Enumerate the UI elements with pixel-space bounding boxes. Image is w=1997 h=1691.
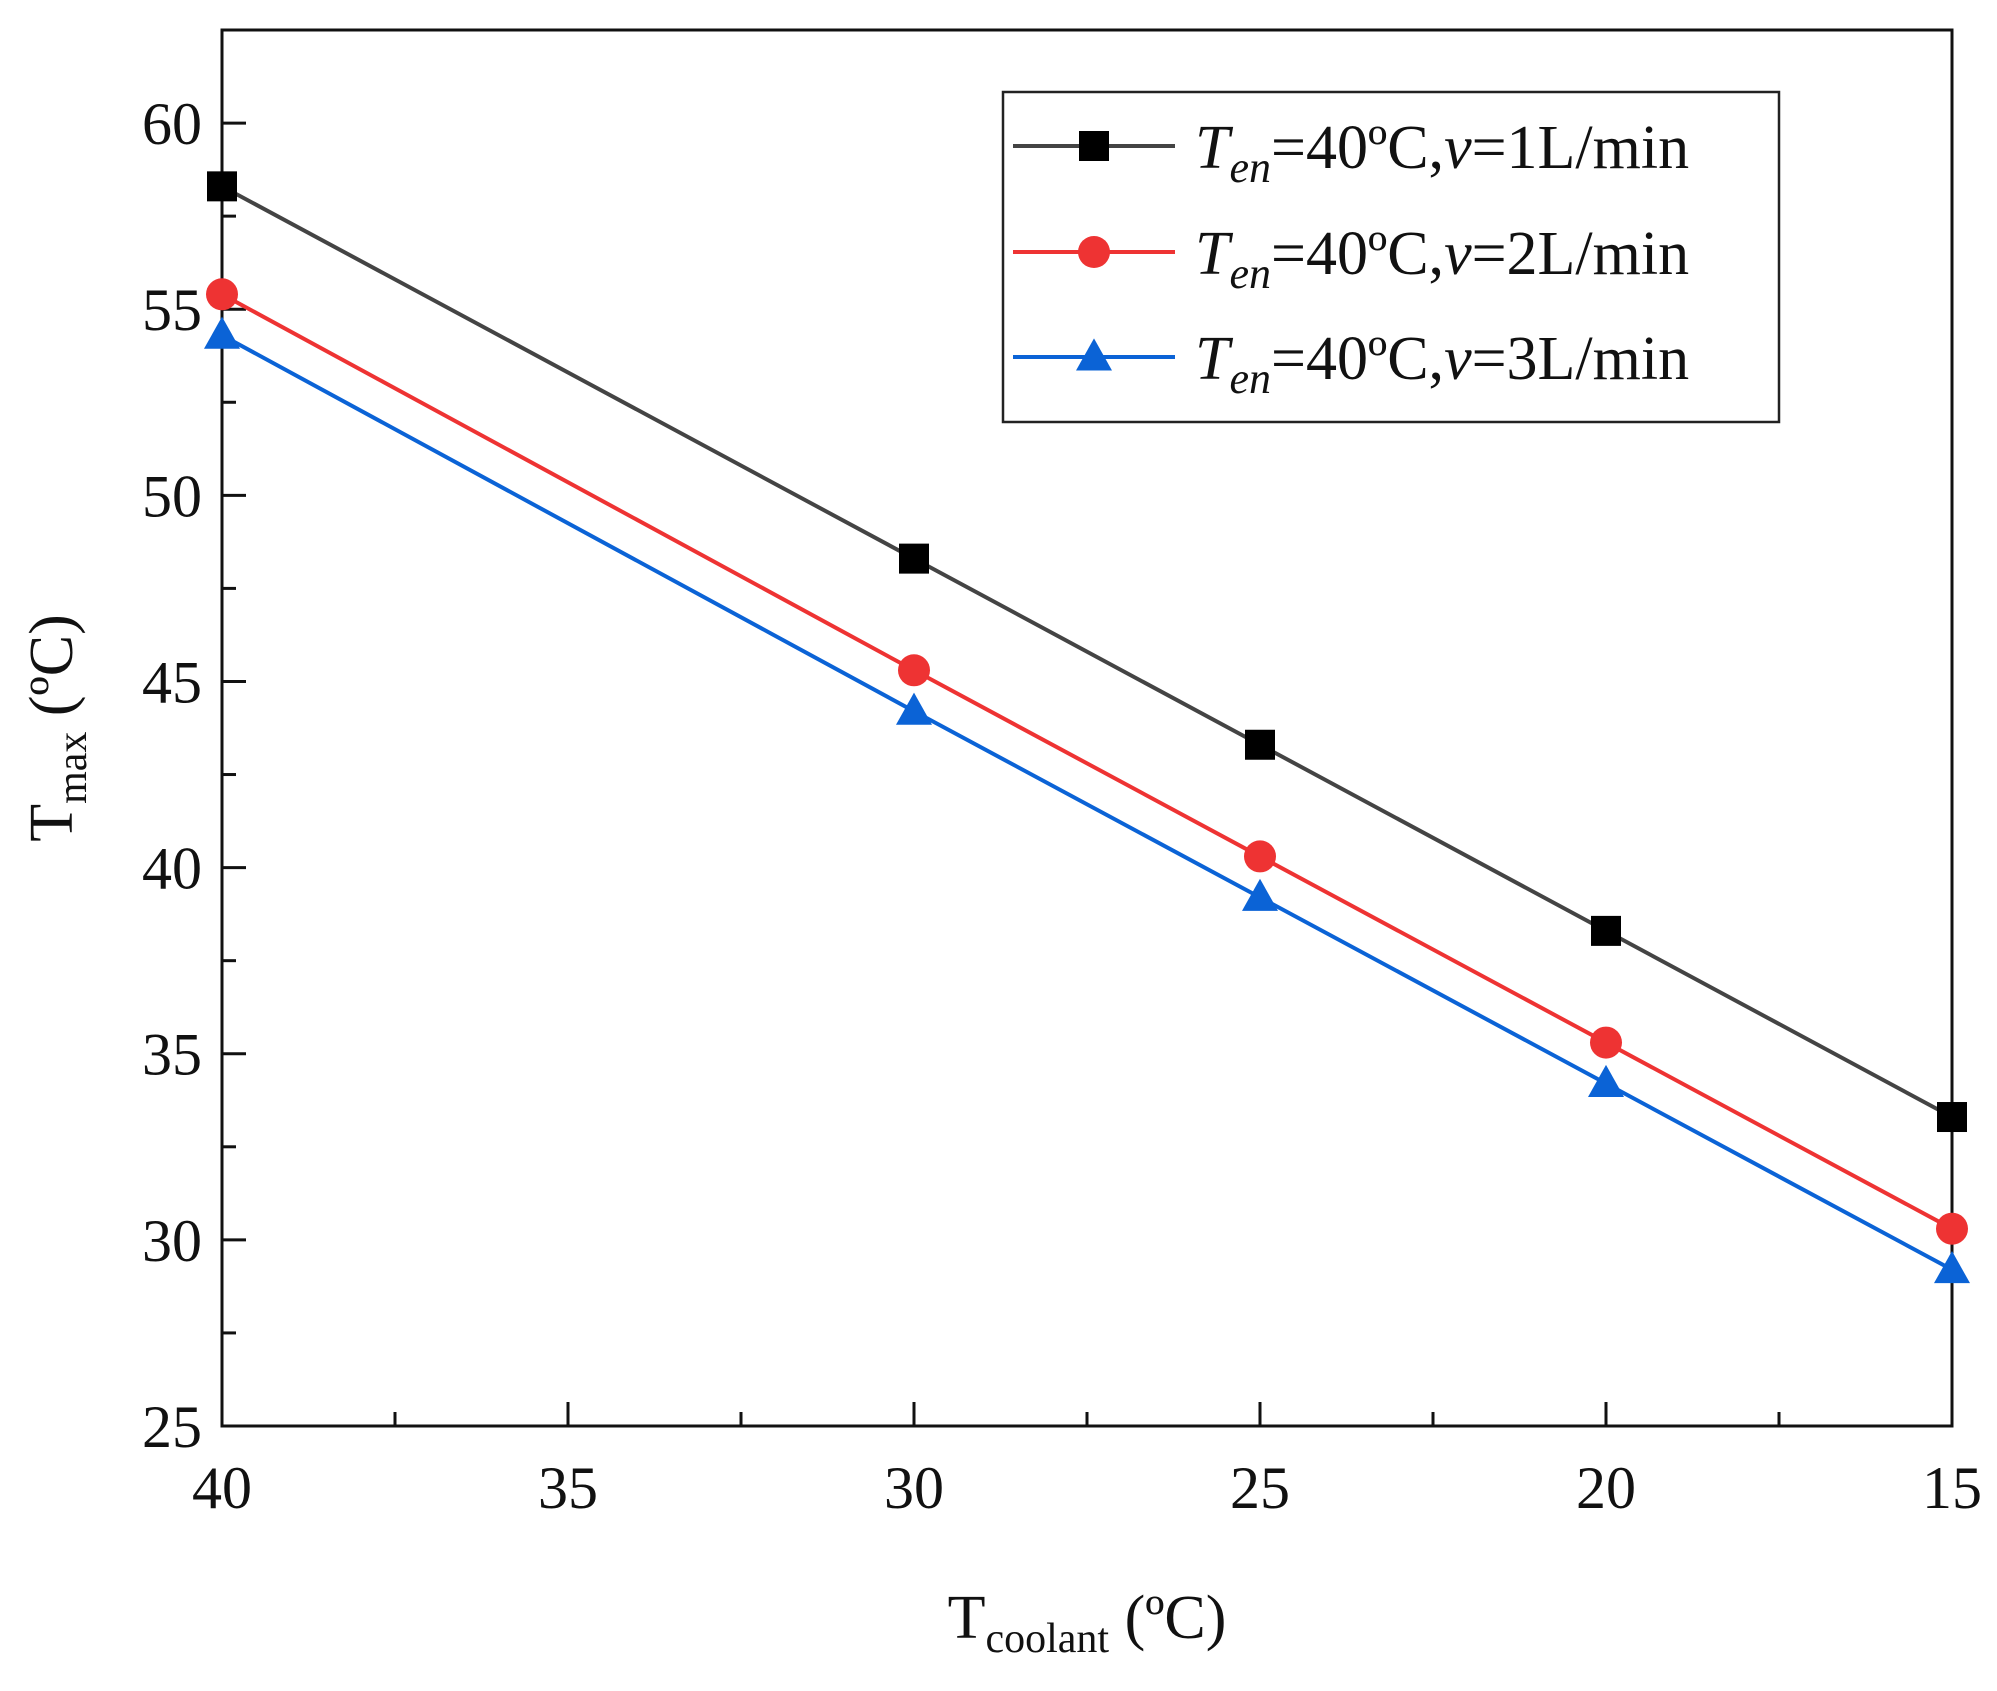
series-1-point-5 bbox=[1937, 1102, 1967, 1133]
series-2-point-4 bbox=[1590, 1026, 1622, 1059]
series-3-line bbox=[221, 333, 1953, 1272]
y-tick-label-55: 55 bbox=[142, 277, 202, 343]
x-axis-title-main: T bbox=[948, 1584, 986, 1652]
series-2-point-2 bbox=[898, 654, 930, 687]
series-2 bbox=[206, 278, 1968, 1245]
series-2-point-1 bbox=[206, 278, 238, 311]
x-tick-label-15: 15 bbox=[1922, 1455, 1982, 1521]
x-axis-title: Tcoolant (ºC) bbox=[948, 1584, 1227, 1662]
x-tick-label-40: 40 bbox=[192, 1455, 252, 1521]
legend-label-3-t: T bbox=[1195, 325, 1234, 393]
legend: Ten=40ºC,v=1L/min Ten=40ºC,v=2L/min Ten=… bbox=[1001, 90, 1781, 424]
series-2-point-3 bbox=[1244, 840, 1276, 873]
y-tick-label-25: 25 bbox=[142, 1394, 202, 1460]
y-tick-label-50: 50 bbox=[142, 463, 202, 529]
legend-marks bbox=[1013, 131, 1175, 371]
legend-label-1-v: v bbox=[1444, 114, 1472, 182]
legend-label-1-t: T bbox=[1195, 114, 1234, 182]
series-2-line bbox=[221, 292, 1953, 1231]
legend-label-1-sub: en bbox=[1229, 143, 1271, 192]
series-3-point-1 bbox=[204, 316, 240, 349]
legend-label-3-eq: =40ºC, bbox=[1271, 325, 1444, 393]
legend-label-2-t: T bbox=[1195, 220, 1234, 288]
y-axis-title-main: T bbox=[18, 804, 86, 842]
x-tick-label-20: 20 bbox=[1576, 1455, 1636, 1521]
y-tick-label-45: 45 bbox=[142, 649, 202, 715]
legend-label-3: Ten=40ºC,v=3L/min bbox=[1195, 325, 1689, 403]
y-tick-label-40: 40 bbox=[142, 836, 202, 902]
y-axis-ticks: 25 30 35 40 45 50 55 60 bbox=[142, 28, 246, 1460]
series-3-point-2 bbox=[896, 692, 932, 725]
x-tick-label-35: 35 bbox=[538, 1455, 598, 1521]
series-3 bbox=[204, 316, 1970, 1284]
series-1-point-4 bbox=[1591, 915, 1621, 946]
legend-label-2-sub: en bbox=[1229, 249, 1271, 298]
series-1-point-3 bbox=[1245, 729, 1275, 760]
legend-label-1-tail: =1L/min bbox=[1472, 114, 1690, 182]
series-layer bbox=[204, 171, 1970, 1284]
legend-label-2-eq: =40ºC, bbox=[1271, 220, 1444, 288]
x-axis-title-unit: (ºC) bbox=[1109, 1584, 1226, 1652]
series-1-point-1 bbox=[207, 171, 237, 202]
legend-label-3-v: v bbox=[1444, 325, 1472, 393]
legend-label-3-sub: en bbox=[1229, 354, 1271, 403]
y-tick-label-35: 35 bbox=[142, 1022, 202, 1088]
y-axis-title: Tmax (ºC) bbox=[18, 614, 96, 842]
legend-label-3-tail: =3L/min bbox=[1472, 325, 1690, 393]
legend-label-1: Ten=40ºC,v=1L/min bbox=[1195, 114, 1689, 192]
x-axis-ticks: 40 35 30 25 20 15 bbox=[192, 1402, 1982, 1521]
legend-marker-1 bbox=[1079, 131, 1109, 161]
legend-label-1-eq: =40ºC, bbox=[1271, 114, 1444, 182]
series-2-point-5 bbox=[1936, 1212, 1968, 1245]
legend-marker-2 bbox=[1078, 236, 1110, 268]
series-3-point-4 bbox=[1588, 1064, 1624, 1098]
legend-label-2-tail: =2L/min bbox=[1472, 220, 1690, 288]
legend-label-2-v: v bbox=[1444, 220, 1472, 288]
legend-label-2: Ten=40ºC,v=2L/min bbox=[1195, 220, 1689, 298]
y-axis-title-sub: max bbox=[50, 732, 96, 804]
y-axis-title-unit: (ºC) bbox=[18, 614, 86, 731]
series-3-point-5 bbox=[1934, 1251, 1970, 1284]
series-1-point-2 bbox=[899, 543, 929, 574]
x-tick-label-25: 25 bbox=[1230, 1455, 1290, 1521]
y-tick-label-30: 30 bbox=[142, 1208, 202, 1274]
y-tick-label-60: 60 bbox=[142, 91, 202, 157]
legend-marker-3 bbox=[1076, 338, 1112, 371]
x-tick-label-30: 30 bbox=[884, 1455, 944, 1521]
series-1 bbox=[207, 171, 1967, 1133]
x-axis-title-sub: coolant bbox=[985, 1616, 1109, 1662]
series-3-point-3 bbox=[1242, 878, 1278, 911]
